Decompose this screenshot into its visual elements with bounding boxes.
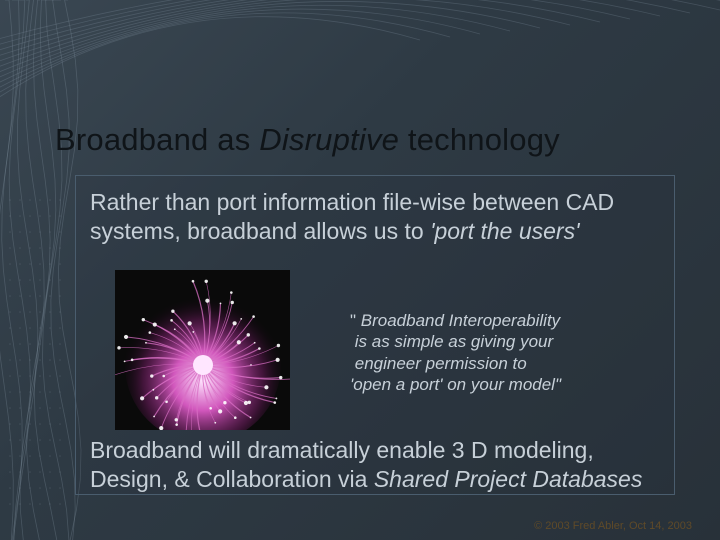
quote-line-3: engineer permission to: [355, 354, 527, 373]
paragraph-1-italic: 'port the users': [430, 218, 579, 244]
paragraph-2: Broadband will dramatically enable 3 D m…: [90, 436, 660, 495]
quote-line-1: Broadband Interoperability: [361, 311, 560, 330]
title-prefix: Broadband as: [55, 122, 259, 157]
paragraph-1: Rather than port information file-wise b…: [90, 188, 660, 247]
title-suffix: technology: [399, 122, 560, 157]
title-italic: Disruptive: [259, 122, 399, 157]
quote-line-4: 'open a port' on your model": [350, 375, 561, 394]
quote-block: " Broadband Interoperability is as simpl…: [350, 310, 660, 395]
slide-title: Broadband as Disruptive technology: [55, 122, 685, 158]
fiber-optic-image: [115, 270, 290, 430]
quote-line-2: is as simple as giving your: [355, 332, 553, 351]
quote-open: ": [350, 311, 361, 330]
slide: Broadband as Disruptive technology Rathe…: [0, 0, 720, 540]
paragraph-2-italic: Shared Project Databases: [374, 466, 643, 492]
footer-credit: © 2003 Fred Abler, Oct 14, 2003: [0, 520, 692, 532]
